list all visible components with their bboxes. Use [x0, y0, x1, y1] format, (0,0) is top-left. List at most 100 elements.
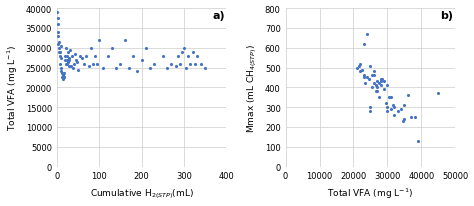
Point: [389, 104, 396, 107]
Point: [59, 74, 67, 78]
Point: [187, 63, 194, 66]
Point: [55, 51, 63, 54]
Point: [380, 88, 388, 91]
Point: [193, 55, 201, 58]
Point: [66, 49, 74, 52]
Point: [73, 61, 81, 64]
Point: [54, 23, 62, 26]
Point: [54, 11, 61, 15]
Point: [59, 78, 66, 82]
Point: [356, 70, 364, 74]
Point: [353, 67, 361, 70]
Point: [377, 80, 384, 84]
Point: [129, 55, 137, 58]
Point: [201, 67, 209, 70]
Point: [178, 51, 186, 54]
Point: [81, 63, 88, 66]
Point: [57, 67, 65, 70]
Point: [91, 55, 99, 58]
Point: [121, 39, 128, 42]
Point: [57, 57, 64, 60]
Point: [382, 102, 390, 105]
Point: [67, 64, 75, 68]
Point: [85, 64, 92, 68]
Point: [394, 110, 401, 113]
Point: [176, 63, 183, 66]
Point: [435, 92, 442, 95]
Point: [64, 63, 71, 66]
Point: [78, 57, 86, 60]
Point: [197, 63, 205, 66]
Point: [70, 63, 78, 66]
Point: [404, 94, 411, 97]
Point: [391, 114, 398, 117]
X-axis label: Total VFA (mg L$^{-1}$): Total VFA (mg L$^{-1}$): [328, 186, 413, 200]
Point: [375, 96, 383, 99]
Point: [399, 120, 407, 123]
Point: [397, 108, 405, 111]
Point: [411, 116, 419, 119]
Point: [55, 35, 62, 38]
Point: [367, 110, 374, 113]
Point: [54, 31, 62, 34]
Point: [58, 73, 66, 76]
Point: [55, 41, 63, 44]
Point: [57, 45, 65, 48]
Point: [360, 76, 367, 80]
Point: [60, 73, 68, 76]
Point: [125, 67, 133, 70]
Point: [385, 96, 393, 99]
Point: [82, 55, 90, 58]
Point: [151, 63, 158, 66]
Point: [367, 64, 374, 68]
Point: [172, 64, 179, 68]
Point: [383, 110, 391, 113]
Point: [62, 63, 70, 66]
Text: b): b): [441, 11, 454, 21]
Point: [184, 55, 192, 58]
Point: [367, 106, 374, 109]
Point: [89, 63, 97, 66]
Point: [391, 106, 398, 109]
Point: [167, 63, 175, 66]
Point: [61, 59, 69, 62]
Point: [174, 55, 182, 58]
Point: [401, 104, 408, 107]
Point: [68, 55, 75, 58]
Point: [355, 64, 362, 68]
Text: a): a): [212, 11, 225, 21]
Point: [159, 55, 167, 58]
Point: [93, 63, 101, 66]
Point: [370, 70, 378, 74]
Point: [375, 82, 383, 86]
Point: [363, 33, 371, 36]
Point: [65, 57, 73, 60]
Point: [363, 76, 371, 80]
Point: [414, 139, 422, 143]
Point: [370, 74, 378, 78]
Point: [55, 47, 63, 50]
Point: [383, 106, 391, 109]
Point: [72, 59, 80, 62]
Point: [56, 55, 64, 58]
Point: [387, 96, 395, 99]
Point: [63, 59, 70, 62]
Point: [69, 67, 77, 70]
Point: [138, 59, 146, 62]
Point: [58, 70, 65, 74]
Point: [358, 69, 366, 72]
Point: [62, 55, 69, 58]
Point: [142, 47, 150, 50]
Point: [372, 90, 379, 94]
Point: [365, 78, 373, 82]
Point: [379, 78, 386, 82]
Point: [56, 51, 64, 54]
Point: [368, 86, 376, 90]
Point: [374, 90, 381, 94]
Point: [108, 47, 116, 50]
Point: [87, 47, 94, 50]
Point: [64, 51, 72, 54]
Point: [163, 67, 171, 70]
Point: [362, 82, 369, 86]
Point: [360, 74, 367, 78]
